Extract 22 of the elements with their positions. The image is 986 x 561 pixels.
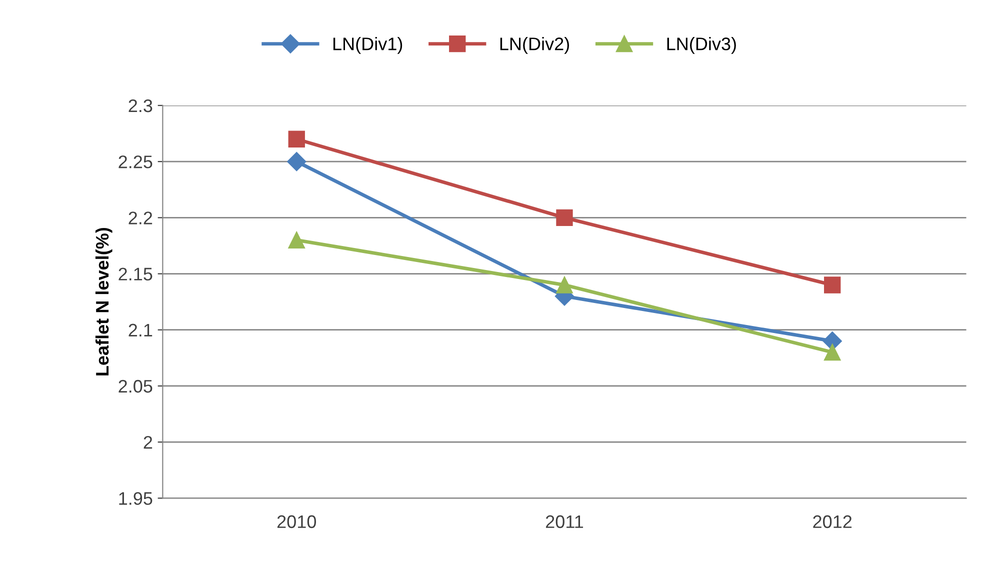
y-tick-label: 2.05 xyxy=(118,380,152,393)
y-tick-label: 2.1 xyxy=(128,324,152,336)
point xyxy=(287,152,306,172)
legend-label: LN(Div2) xyxy=(500,37,569,54)
point xyxy=(288,232,305,248)
x-tick-label: 2010 xyxy=(277,515,316,528)
y-tick-label: 2.25 xyxy=(118,156,152,168)
y-tick-label: 2 xyxy=(144,436,152,449)
point xyxy=(556,276,573,294)
point xyxy=(824,344,841,361)
point xyxy=(824,276,841,294)
point xyxy=(556,209,573,226)
y-tick-label: 2.15 xyxy=(118,268,152,280)
y-axis-title: Leaflet N level(%) xyxy=(95,228,112,376)
legend-label: LN(Div1) xyxy=(333,37,402,54)
y-tick-label: 1.95 xyxy=(119,492,152,505)
x-tick-label: 2011 xyxy=(546,515,584,528)
x-tick-label: 2012 xyxy=(813,515,852,528)
y-tick-label: 2.2 xyxy=(128,212,152,224)
legend-label: LN(Div3) xyxy=(667,37,736,54)
point xyxy=(288,130,305,148)
y-tick-label: 2.3 xyxy=(128,99,152,112)
